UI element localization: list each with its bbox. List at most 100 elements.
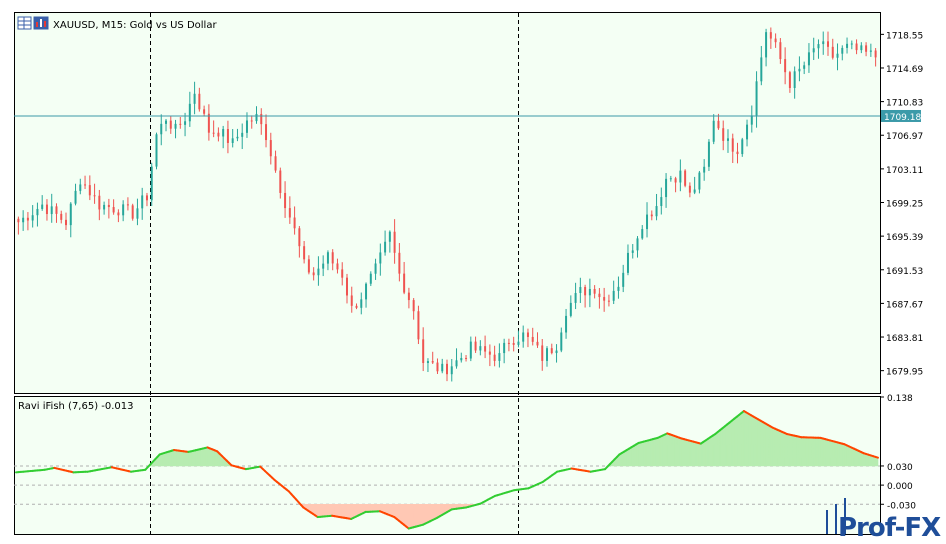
candle [669,175,672,182]
indicator-title: Ravi iFish (7,65) -0.013 [18,401,134,412]
candle [222,125,225,149]
current-price-line: 1709.18 [14,109,921,123]
indicator-axis: 0.138 0.030 0.000 -0.030 [880,394,916,511]
candle [298,226,301,258]
candle [174,119,177,139]
candle [679,159,682,192]
candle [731,133,734,163]
price-tick-label: 1718.55 [886,31,923,41]
candle [379,243,382,276]
candle [245,112,248,138]
candle [641,225,644,240]
candle [526,328,529,348]
candle [165,118,168,132]
candle [707,139,710,171]
candle [226,120,229,154]
candle [736,142,739,164]
candle [536,332,539,348]
candle [279,167,282,199]
candle [565,308,568,339]
candle [760,45,763,86]
candle [60,210,63,224]
candle [765,28,768,67]
candle [688,182,691,198]
candle [336,258,339,274]
candle [198,87,201,112]
candle [431,351,434,365]
main-chart-area[interactable] [14,12,880,393]
candle [284,181,287,218]
candle [412,298,415,320]
candle [36,202,39,227]
chart-icons[interactable] [17,16,49,30]
candle [160,114,163,146]
candle [407,287,410,309]
candle [769,27,772,49]
candle [107,198,110,219]
candle [450,359,453,382]
candle [750,105,753,133]
price-tick-label: 1691.53 [886,267,923,277]
candle [136,198,139,226]
current-price-badge [881,109,921,122]
candle [369,271,372,287]
candle [712,114,715,145]
candle [560,327,563,353]
candle [574,282,577,310]
candle [612,280,615,305]
price-tick-label: 1706.97 [886,132,923,142]
candle [569,295,572,318]
candle [274,150,277,173]
candle [803,61,806,75]
candle [674,176,677,193]
candle [617,276,620,299]
current-price-label: 1709.18 [884,113,921,123]
price-tick-label: 1714.69 [886,65,923,75]
candle [517,330,520,348]
candle [288,196,291,224]
candle [384,230,387,256]
candle [831,38,834,60]
candle [17,216,20,235]
candle [93,183,96,204]
candle [141,187,144,220]
candle [588,278,591,308]
candle [150,162,153,207]
candle [360,292,363,315]
watermark-text: Prof-FX [838,513,941,543]
candle [717,113,720,130]
candle [446,359,448,382]
candle [103,201,106,215]
candle [841,45,844,61]
candle [584,284,587,308]
candle [693,176,696,195]
candle [193,81,196,115]
candle [631,244,634,259]
price-tick-label: 1687.67 [886,300,923,310]
candle [374,258,377,280]
candle [265,114,268,148]
candle [212,120,215,138]
candle [850,40,853,50]
candle [788,70,791,93]
candle [350,286,353,313]
candle [426,358,429,373]
candle [779,38,782,64]
candle [793,66,796,99]
indicator-tick-label: 0.138 [887,394,913,404]
candle [865,42,868,57]
price-axis: 1718.55 1714.69 1710.83 1706.97 1703.11 1699.… [880,31,923,378]
candle [474,336,477,353]
candle [250,115,253,129]
candle [98,189,101,221]
candle [684,169,687,188]
candle [807,43,810,73]
candle [498,343,501,368]
candle [422,327,425,372]
candle [293,206,296,235]
candle [345,273,348,304]
candle [169,116,172,134]
candle [746,119,749,147]
candle [460,352,463,363]
